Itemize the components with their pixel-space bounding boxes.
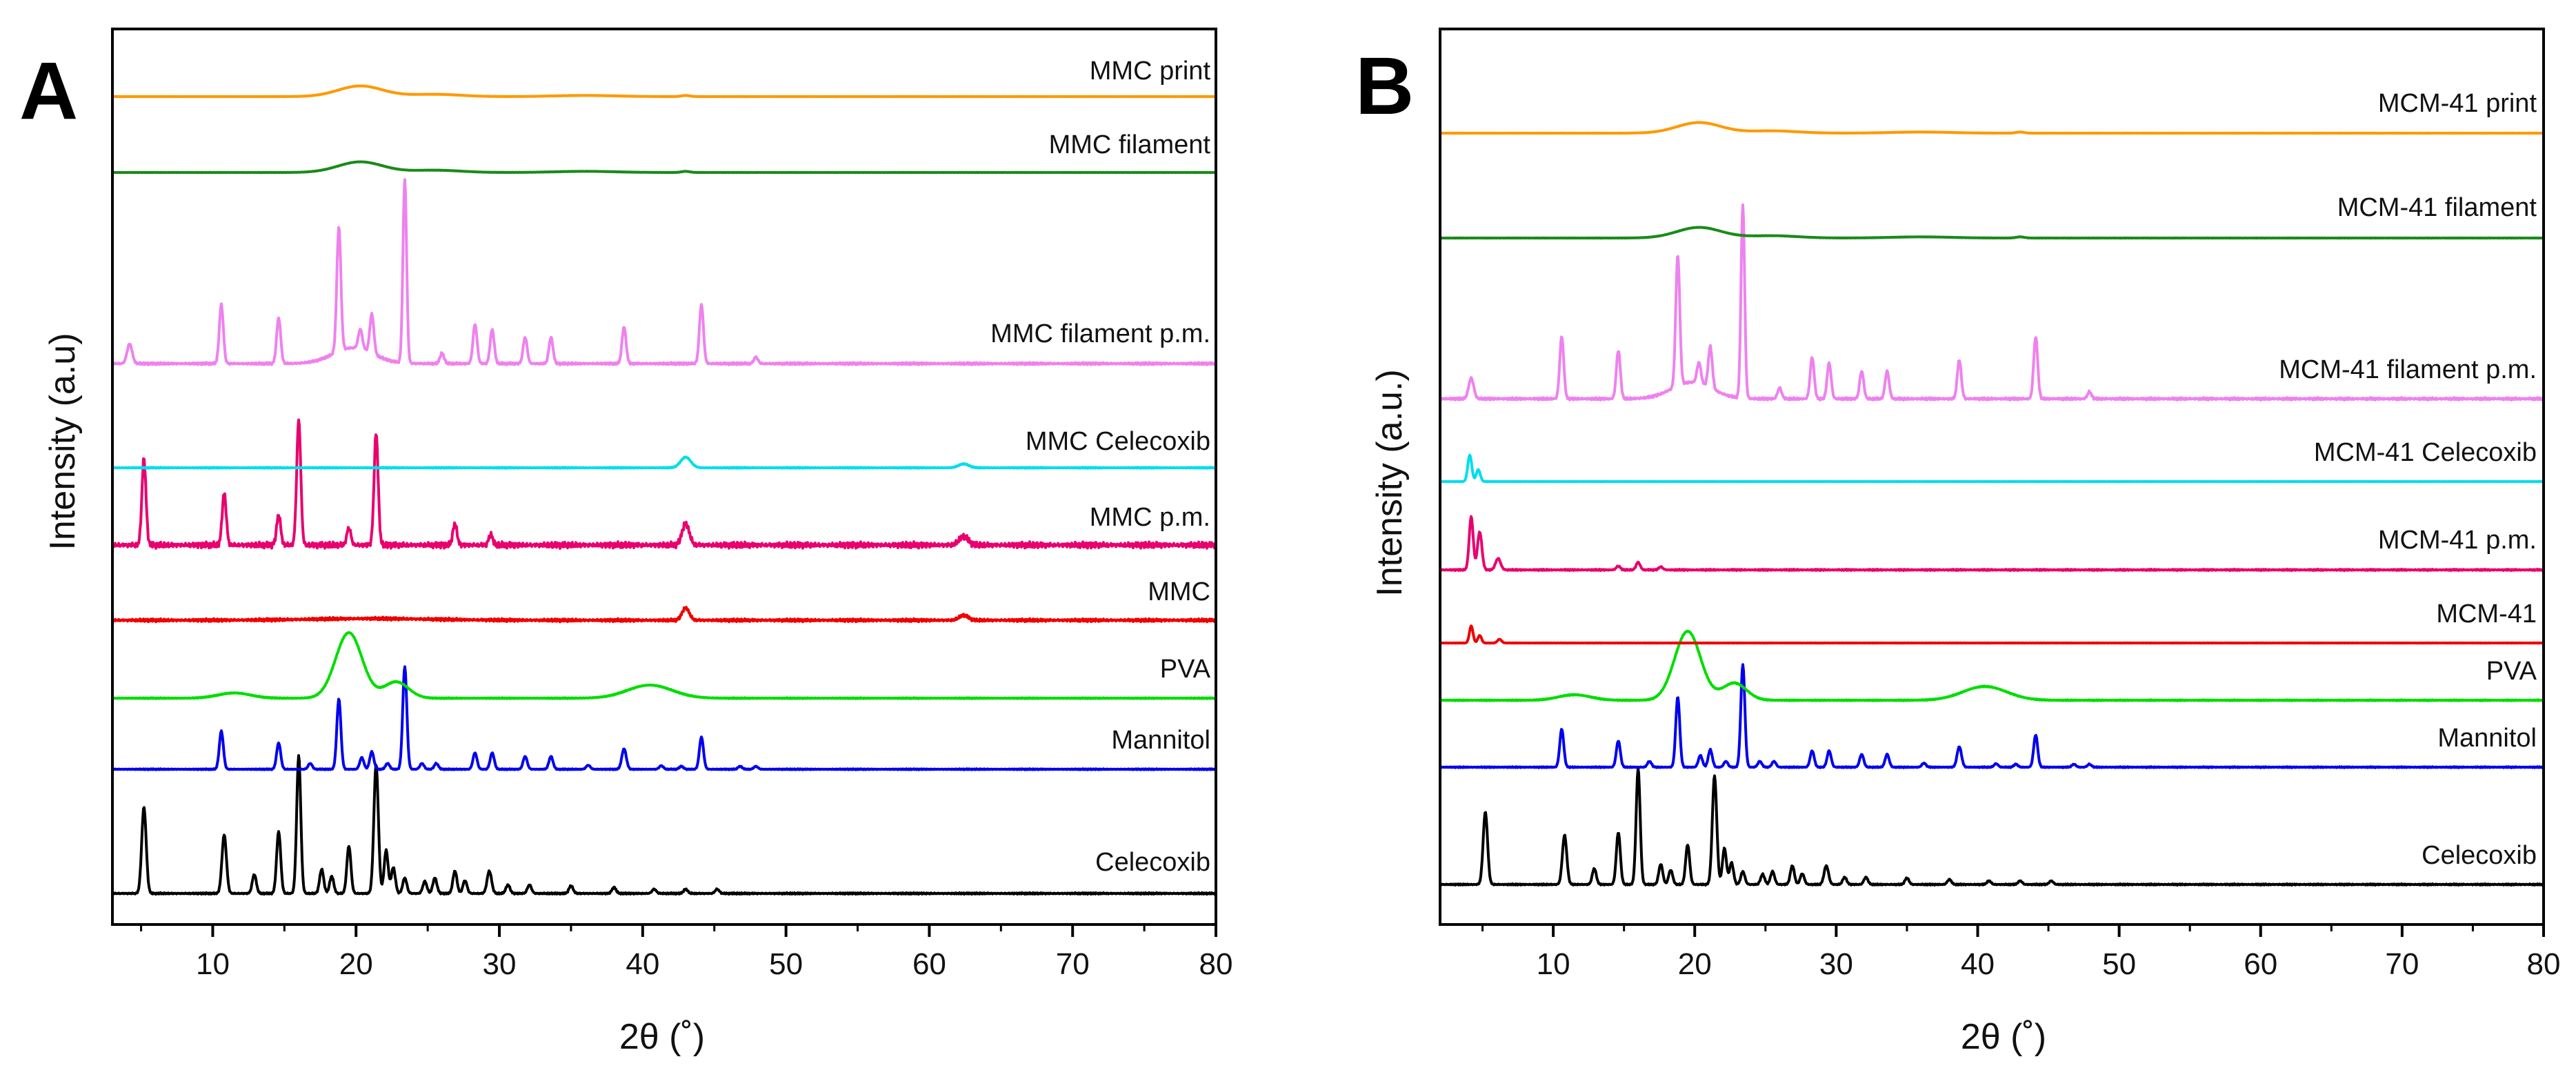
panel-a-x-tick-label: 20: [339, 947, 373, 981]
panel-b-label-mcm-41-filament-p-m-: MCM-41 filament p.m.: [2279, 355, 2537, 384]
panel-a-letter: A: [19, 46, 78, 137]
panel-b-x-tick-label: 40: [1961, 947, 1995, 981]
panel-b-label-pva: PVA: [2486, 657, 2537, 686]
panel-b-x-tick-label: 80: [2527, 947, 2561, 981]
panel-b-series-celecoxib: [1439, 767, 2544, 887]
panel-a-x-tick-label: 60: [912, 947, 946, 981]
panel-b-label-mcm-41-celecoxib: MCM-41 Celecoxib: [2314, 438, 2537, 467]
panel-a-x-ticks: 10 20 30 40 50 60 70 80: [140, 924, 1233, 981]
panel-a-series-celecoxib: [111, 754, 1217, 896]
panel-a-series-pva: [112, 631, 1217, 700]
panel-a-x-tick-label: 10: [196, 947, 230, 981]
panel-a-x-tick-label: 70: [1056, 947, 1090, 981]
panel-a-series-labels: Celecoxib Mannitol PVA MMC MMC p.m. MMC Celec…: [990, 57, 1210, 877]
panel-a-series-mmc-p-m-: [111, 418, 1217, 550]
panel-b-y-axis-title: Intensity (a.u.): [1370, 369, 1410, 596]
panel-b-series-mcm-41-p-m-: [1439, 515, 2544, 573]
panel-a-series-mmc-celecoxib: [112, 455, 1217, 470]
panel-b-x-tick-label: 70: [2385, 947, 2419, 981]
panel-b-series-mcm-41-celecoxib: [1439, 453, 2544, 484]
panel-a-x-tick-label: 50: [769, 947, 803, 981]
panel-a-label-mmc-filament: MMC filament: [1049, 130, 1211, 159]
panel-b-x-tick-label: 10: [1537, 947, 1570, 981]
panel-b-x-ticks: 10 20 30 40 50 60 70 80: [1481, 924, 2561, 981]
panel-b-series-mannitol: [1439, 663, 2544, 769]
panel-a-label-mmc-celecoxib: MMC Celecoxib: [1026, 427, 1210, 456]
panel-a-series-mmc: [111, 606, 1217, 624]
panel-b-x-tick-label: 50: [2102, 947, 2136, 981]
panel-b-label-celecoxib: Celecoxib: [2422, 841, 2537, 870]
panel-a-series-mmc-filament: [112, 160, 1217, 175]
panel-b-label-mcm-41-filament: MCM-41 filament: [2337, 193, 2537, 222]
panel-b-series-mcm-41-filament: [1439, 226, 2544, 240]
panel-b-x-tick-label: 20: [1678, 947, 1712, 981]
panel-a-label-mmc-filament-p-m-: MMC filament p.m.: [990, 319, 1210, 348]
panel-a-frame: [111, 28, 1217, 926]
panel-b-series-pva: [1439, 629, 2544, 702]
panel-b-traces: [1439, 121, 2544, 887]
panel-b-label-mannitol: Mannitol: [2437, 724, 2537, 753]
panel-a-x-tick-label: 40: [626, 947, 659, 981]
panel-a-x-axis-title: 2θ (˚): [619, 1017, 705, 1057]
panel-a-label-pva: PVA: [1160, 655, 1211, 684]
panel-a-series-mannitol: [112, 665, 1217, 771]
panel-b-x-tick-label: 30: [1819, 947, 1853, 981]
panel-a-traces: [111, 84, 1217, 896]
panel-a-x-tick-label: 30: [483, 947, 517, 981]
panel-b-series-mcm-41: [1439, 624, 2544, 645]
panel-b-letter: B: [1355, 41, 1414, 132]
panel-a-x-tick-label: 80: [1199, 947, 1233, 981]
panel-b-label-mcm-41-p-m-: MCM-41 p.m.: [2378, 526, 2537, 555]
panel-a-label-mmc: MMC: [1148, 577, 1210, 606]
panel-b-frame: [1439, 28, 2545, 926]
panel-b-series-labels: Celecoxib Mannitol PVA MCM-41 MCM-41 p.m. MCM…: [2279, 89, 2537, 870]
panel-a-label-celecoxib: Celecoxib: [1095, 848, 1210, 877]
panel-a-series-mmc-filament-p-m-: [111, 178, 1217, 366]
panel-b: B Intensity (a.u.) 2θ (˚) Celecoxib Manni…: [1355, 28, 2561, 1057]
panel-b-label-mcm-41-print: MCM-41 print: [2378, 89, 2537, 118]
panel-a-label-mmc-print: MMC print: [1090, 57, 1211, 86]
panel-b-x-tick-label: 60: [2244, 947, 2277, 981]
panel-a-y-axis-title: Intensity (a.u): [43, 333, 83, 550]
panel-b-x-axis-title: 2θ (˚): [1961, 1017, 2046, 1057]
panel-a: A Intensity (a.u) 2θ (˚) Celecoxib Mannit…: [19, 28, 1233, 1057]
panel-a-label-mannitol: Mannitol: [1111, 726, 1210, 755]
panel-a-series-mmc-print: [112, 84, 1217, 99]
panel-b-series-mcm-41-filament-p-m-: [1439, 203, 2544, 402]
panel-a-label-mmc-p-m-: MMC p.m.: [1090, 503, 1210, 532]
panel-b-label-mcm-41: MCM-41: [2436, 600, 2537, 629]
panel-b-series-mcm-41-print: [1439, 121, 2544, 135]
